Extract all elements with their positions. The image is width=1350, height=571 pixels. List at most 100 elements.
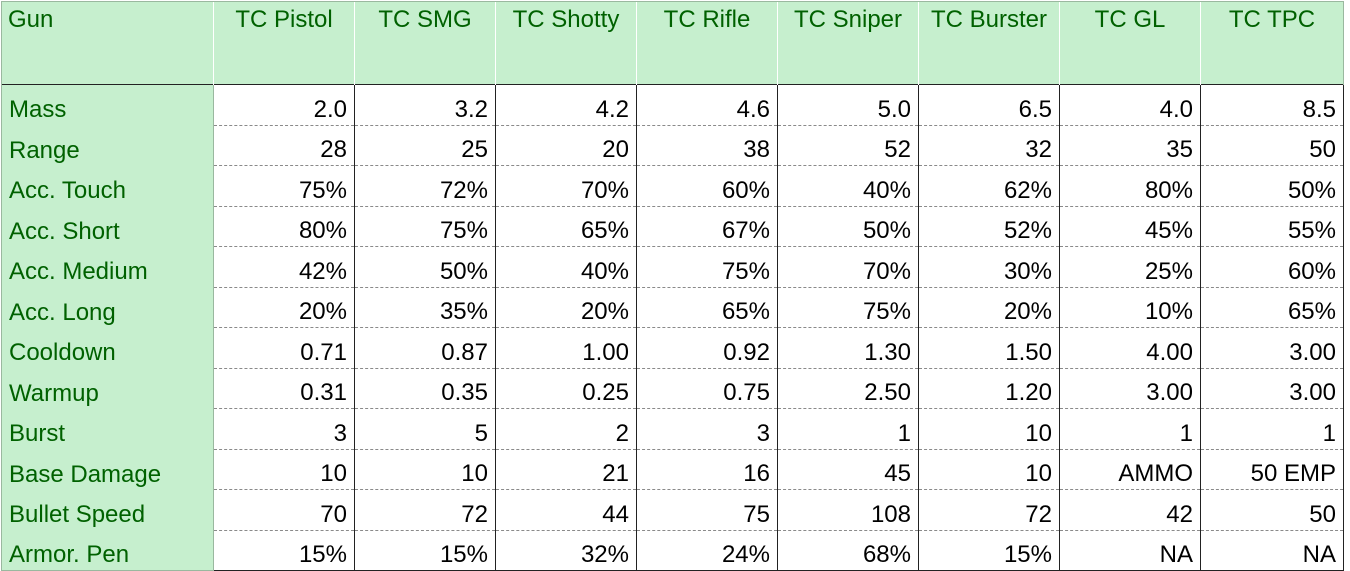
table-cell: 5 xyxy=(354,408,496,450)
table-cell: 3.00 xyxy=(1200,327,1344,369)
table-cell: 80% xyxy=(213,206,355,247)
table-cell: 6.5 xyxy=(918,84,1060,126)
header-tc-tpc: TC TPC xyxy=(1200,1,1344,85)
table-cell: 32% xyxy=(495,530,637,571)
table-cell: 44 xyxy=(495,489,637,531)
table-cell: 25 xyxy=(354,125,496,166)
row-label: Acc. Long xyxy=(1,287,214,328)
table-cell: 42% xyxy=(213,246,355,288)
header-row: Gun TC Pistol TC SMG TC Shotty TC Rifle … xyxy=(1,1,1344,85)
table-cell: 5.0 xyxy=(777,84,919,126)
row-label: Armor. Pen xyxy=(1,530,214,571)
header-tc-gl: TC GL xyxy=(1059,1,1201,85)
table-cell: 32 xyxy=(918,125,1060,166)
table-row: Base Damage 10 10 21 16 45 10 AMMO 50 EMP xyxy=(1,449,1344,490)
table-cell: 28 xyxy=(213,125,355,166)
table-cell: 62% xyxy=(918,165,1060,207)
table-cell: 80% xyxy=(1059,165,1201,207)
table-cell: 10 xyxy=(354,449,496,490)
table-cell: 65% xyxy=(636,287,778,328)
table-cell: 10 xyxy=(918,449,1060,490)
table-cell: 70% xyxy=(777,246,919,288)
table-cell: 3.2 xyxy=(354,84,496,126)
table-cell: 67% xyxy=(636,206,778,247)
table-row: Cooldown 0.71 0.87 1.00 0.92 1.30 1.50 4.00 3.00 xyxy=(1,327,1344,369)
table-cell: 55% xyxy=(1200,206,1344,247)
table-cell: 4.00 xyxy=(1059,327,1201,369)
table-cell: AMMO xyxy=(1059,449,1201,490)
table-cell: 1 xyxy=(777,408,919,450)
table-cell: 2.50 xyxy=(777,368,919,409)
table-cell: 1.50 xyxy=(918,327,1060,369)
table-cell: 75 xyxy=(636,489,778,531)
table-cell: 0.35 xyxy=(354,368,496,409)
table-row: Acc. Touch 75% 72% 70% 60% 40% 62% 80% 50% xyxy=(1,165,1344,207)
table-cell: 65% xyxy=(495,206,637,247)
header-tc-rifle: TC Rifle xyxy=(636,1,778,85)
table-cell: 3 xyxy=(636,408,778,450)
table-cell: NA xyxy=(1200,530,1344,571)
table-cell: 20 xyxy=(495,125,637,166)
table-cell: 52% xyxy=(918,206,1060,247)
table-cell: 50 EMP xyxy=(1200,449,1344,490)
table-cell: 75% xyxy=(213,165,355,207)
table-row: Acc. Long 20% 35% 20% 65% 75% 20% 10% 65% xyxy=(1,287,1344,328)
row-label: Acc. Touch xyxy=(1,165,214,206)
table-cell: 0.87 xyxy=(354,327,496,369)
row-label: Bullet Speed xyxy=(1,489,214,530)
table-cell: 50% xyxy=(354,246,496,288)
table-row: Warmup 0.31 0.35 0.25 0.75 2.50 1.20 3.00 3.00 xyxy=(1,368,1344,409)
table-cell: 75% xyxy=(636,246,778,288)
table-cell: 38 xyxy=(636,125,778,166)
table-cell: 25% xyxy=(1059,246,1201,288)
table-cell: 10 xyxy=(213,449,355,490)
table-cell: 65% xyxy=(1200,287,1344,328)
table-cell: 70% xyxy=(495,165,637,207)
table-cell: 10 xyxy=(918,408,1060,450)
table-cell: 45% xyxy=(1059,206,1201,247)
row-label: Cooldown xyxy=(1,327,214,368)
table-cell: NA xyxy=(1059,530,1201,571)
table-row: Bullet Speed 70 72 44 75 108 72 42 50 xyxy=(1,489,1344,531)
table-cell: 21 xyxy=(495,449,637,490)
table-cell: 20% xyxy=(918,287,1060,328)
table-cell: 70 xyxy=(213,489,355,531)
table-cell: 108 xyxy=(777,489,919,531)
table-cell: 3.00 xyxy=(1059,368,1201,409)
table-cell: 24% xyxy=(636,530,778,571)
table-cell: 50% xyxy=(1200,165,1344,207)
table-cell: 15% xyxy=(918,530,1060,571)
table-cell: 50 xyxy=(1200,125,1344,166)
table-cell: 1.20 xyxy=(918,368,1060,409)
table-body: Mass 2.0 3.2 4.2 4.6 5.0 6.5 4.0 8.5 Range 28 25 20 3… xyxy=(1,84,1344,571)
table-cell: 20% xyxy=(495,287,637,328)
row-label: Acc. Short xyxy=(1,206,214,247)
table-cell: 4.2 xyxy=(495,84,637,126)
header-tc-sniper: TC Sniper xyxy=(777,1,919,85)
table-cell: 72 xyxy=(918,489,1060,531)
row-label: Acc. Medium xyxy=(1,246,214,287)
table-cell: 15% xyxy=(354,530,496,571)
table-cell: 40% xyxy=(495,246,637,288)
table-cell: 16 xyxy=(636,449,778,490)
header-tc-pistol: TC Pistol xyxy=(213,1,355,85)
table-cell: 2 xyxy=(495,408,637,450)
table-cell: 72 xyxy=(354,489,496,531)
row-label: Base Damage xyxy=(1,449,214,490)
row-label: Warmup xyxy=(1,368,214,409)
table-cell: 3 xyxy=(213,408,355,450)
table-cell: 0.75 xyxy=(636,368,778,409)
table-row: Mass 2.0 3.2 4.2 4.6 5.0 6.5 4.0 8.5 xyxy=(1,84,1344,126)
table-cell: 4.6 xyxy=(636,84,778,126)
header-tc-burster: TC Burster xyxy=(918,1,1060,85)
table-cell: 75% xyxy=(777,287,919,328)
table-cell: 50 xyxy=(1200,489,1344,531)
table-cell: 2.0 xyxy=(213,84,355,126)
table-cell: 4.0 xyxy=(1059,84,1201,126)
table-cell: 0.31 xyxy=(213,368,355,409)
table-cell: 75% xyxy=(354,206,496,247)
table-cell: 42 xyxy=(1059,489,1201,531)
table-cell: 45 xyxy=(777,449,919,490)
table-cell: 35% xyxy=(354,287,496,328)
table-cell: 1.00 xyxy=(495,327,637,369)
